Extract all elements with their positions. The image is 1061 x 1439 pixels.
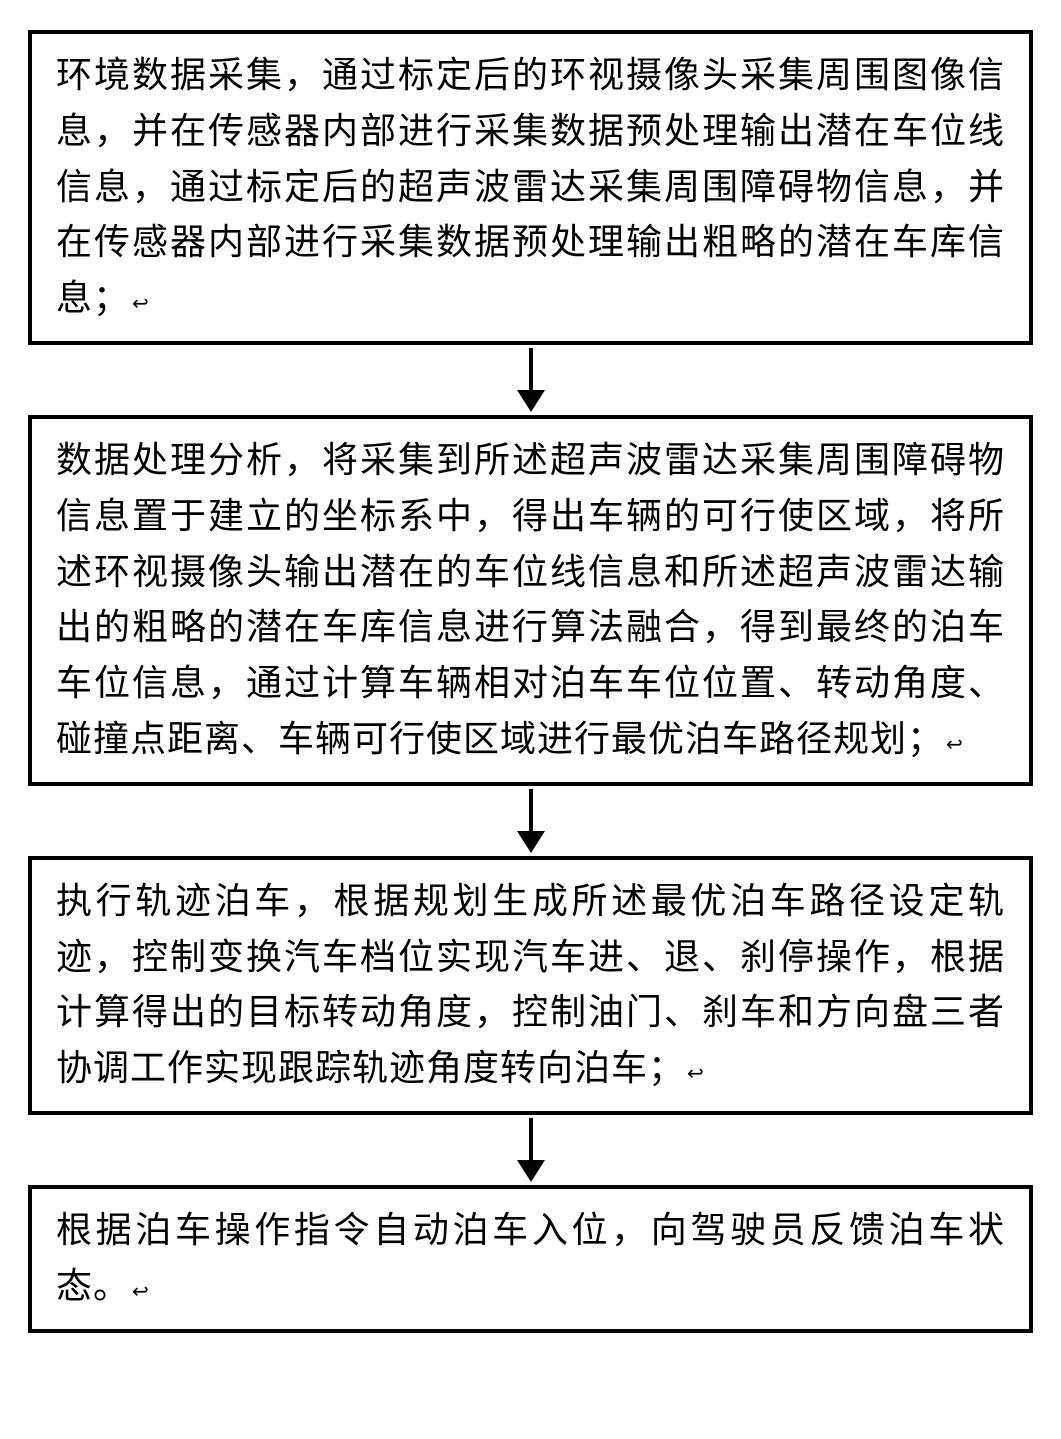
return-mark-icon: ↩ <box>132 293 150 315</box>
flowchart-box-2: 数据处理分析，将采集到所述超声波雷达采集周围障碍物信息置于建立的坐标系中，得出车… <box>28 415 1033 786</box>
return-mark-icon: ↩ <box>132 1281 150 1303</box>
arrow-line <box>529 1118 533 1160</box>
arrow-connector <box>517 345 545 415</box>
return-mark-icon: ↩ <box>946 734 964 756</box>
flowchart-box-4: 根据泊车操作指令自动泊车入位，向驾驶员反馈泊车状态。↩ <box>28 1185 1033 1333</box>
flowchart-box-3: 执行轨迹泊车，根据规划生成所述最优泊车路径设定轨迹，控制变换汽车档位实现汽车进、… <box>28 856 1033 1115</box>
return-mark-icon: ↩ <box>687 1063 705 1085</box>
box-text: 环境数据采集，通过标定后的环视摄像头采集周围图像信息，并在传感器内部进行采集数据… <box>56 55 1005 318</box>
box-text: 数据处理分析，将采集到所述超声波雷达采集周围障碍物信息置于建立的坐标系中，得出车… <box>56 440 1005 759</box>
arrow-head-icon <box>517 1160 545 1182</box>
arrow-head-icon <box>517 390 545 412</box>
arrow-line <box>529 348 533 390</box>
flowchart-container: 环境数据采集，通过标定后的环视摄像头采集周围图像信息，并在传感器内部进行采集数据… <box>20 30 1041 1333</box>
arrow-line <box>529 789 533 831</box>
box-text: 根据泊车操作指令自动泊车入位，向驾驶员反馈泊车状态。 <box>56 1210 1005 1306</box>
box-text: 执行轨迹泊车，根据规划生成所述最优泊车路径设定轨迹，控制变换汽车档位实现汽车进、… <box>56 881 1005 1088</box>
arrow-connector <box>517 786 545 856</box>
flowchart-box-1: 环境数据采集，通过标定后的环视摄像头采集周围图像信息，并在传感器内部进行采集数据… <box>28 30 1033 345</box>
arrow-head-icon <box>517 831 545 853</box>
arrow-connector <box>517 1115 545 1185</box>
